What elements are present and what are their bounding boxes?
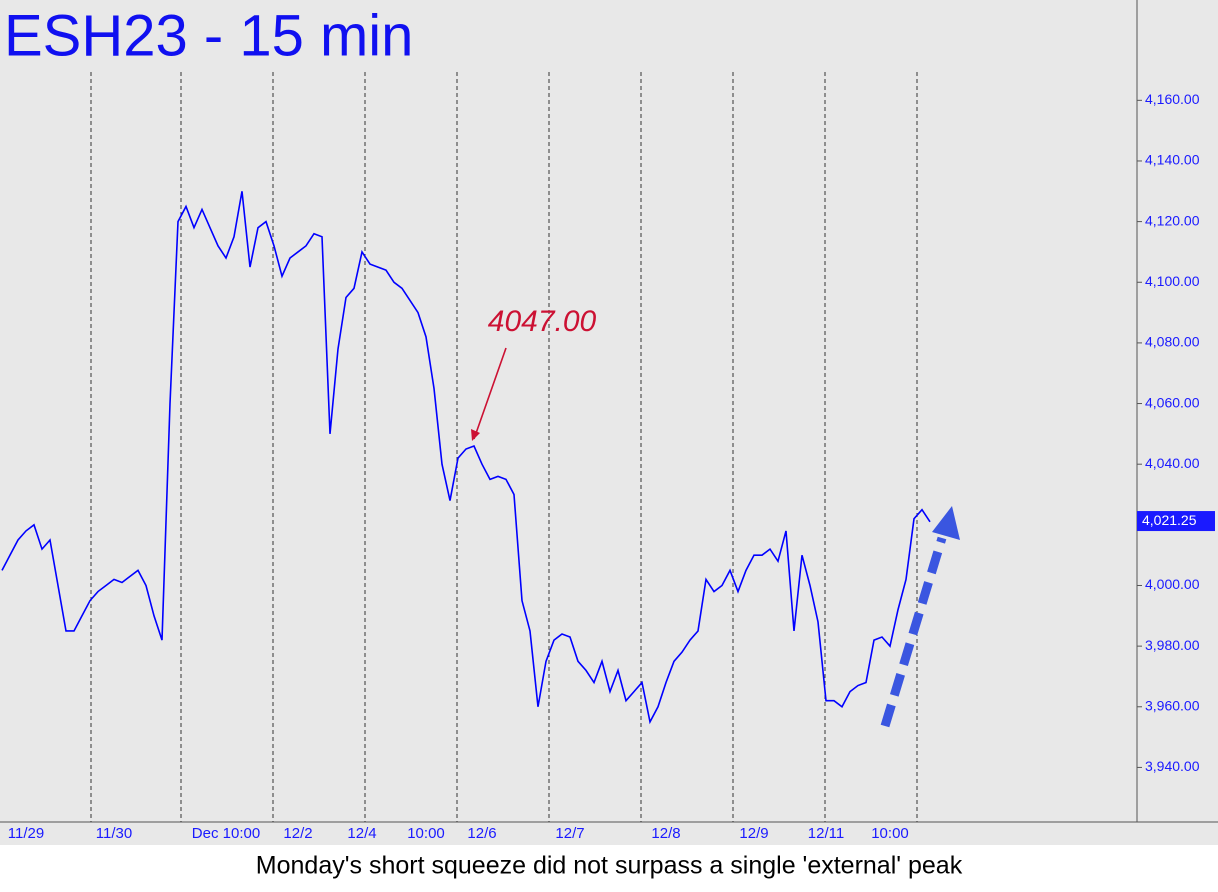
x-tick-label: 12/8 — [651, 825, 680, 842]
annotation-arrow — [473, 347, 507, 440]
y-tick-label: 3,940.00 — [1145, 758, 1200, 774]
chart-title: ESH23 - 15 min — [4, 3, 413, 68]
caption: Monday's short squeeze did not surpass a… — [256, 852, 963, 880]
annotation-label: 4047.00 — [488, 305, 597, 338]
last-price-box — [1137, 511, 1215, 532]
x-tick-label: Dec 10:00 — [192, 825, 260, 842]
x-tick-label: 12/2 — [283, 825, 312, 842]
y-tick-label: 4,160.00 — [1145, 91, 1200, 107]
price-line — [1, 191, 931, 725]
x-tick-label: 12/7 — [555, 825, 584, 842]
last-price-label: 4,021.25 — [1142, 512, 1197, 528]
caption-background — [0, 845, 1218, 892]
y-tick-label: 3,960.00 — [1145, 697, 1200, 713]
y-tick-label: 4,060.00 — [1145, 394, 1200, 410]
x-tick-label: 10:00 — [871, 825, 909, 842]
x-tick-label: 12/6 — [467, 825, 496, 842]
x-tick-label: 12/4 — [347, 825, 376, 842]
chart-background — [0, 0, 1218, 845]
y-tick-label: 4,040.00 — [1145, 455, 1200, 471]
y-tick-label: 4,140.00 — [1145, 152, 1200, 168]
x-tick-label: 12/9 — [739, 825, 768, 842]
y-tick-label: 4,120.00 — [1145, 212, 1200, 228]
y-tick-label: 4,100.00 — [1145, 273, 1200, 289]
y-tick-label: 4,000.00 — [1145, 576, 1200, 592]
session-dividers — [90, 72, 918, 822]
x-tick-label: 10:00 — [407, 825, 445, 842]
y-tick-label: 4,080.00 — [1145, 334, 1200, 350]
x-tick-label: 11/30 — [96, 825, 132, 842]
x-tick-label: 11/29 — [8, 825, 44, 842]
x-tick-label: 12/11 — [808, 825, 844, 842]
trend-arrow — [880, 506, 960, 728]
y-tick-label: 3,980.00 — [1145, 637, 1200, 653]
annotation-arrowhead — [471, 428, 480, 441]
